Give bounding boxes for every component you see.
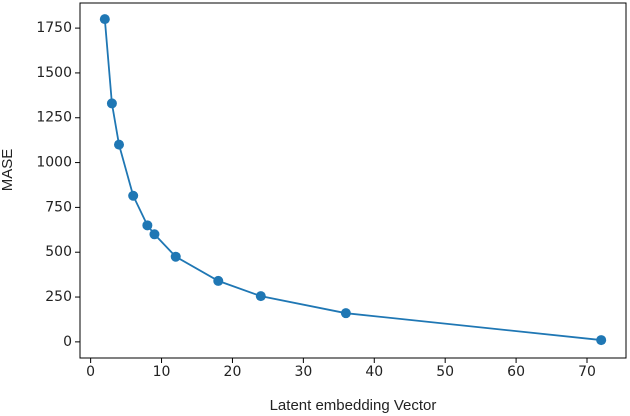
marker (142, 220, 153, 231)
marker (213, 275, 224, 286)
marker (340, 308, 351, 319)
x-axis-label: Latent embedding Vector (270, 397, 437, 414)
y-axis-label: MASE (0, 149, 16, 192)
y-tick-label: 1000 (36, 155, 72, 171)
line (103, 19, 602, 341)
plot-frame (79, 2, 627, 359)
y-tick-label: 0 (63, 334, 72, 350)
x-tick-label: 50 (436, 364, 454, 380)
y-tick-label: 750 (45, 199, 72, 215)
marker (114, 139, 124, 150)
y-tick-label: 1500 (36, 65, 72, 81)
y-tick-label: 250 (45, 289, 72, 305)
marker (170, 251, 181, 262)
marker (128, 190, 139, 201)
y-tick-label: 1750 (36, 20, 72, 36)
x-tick-label: 0 (86, 364, 95, 380)
x-tick-label: 70 (578, 364, 596, 380)
marker (106, 98, 117, 109)
y-tick-label: 500 (45, 244, 72, 260)
marker (149, 229, 160, 240)
x-tick-label: 40 (365, 364, 383, 380)
x-tick-label: 10 (153, 364, 171, 380)
marker (255, 291, 266, 302)
marker (99, 14, 110, 25)
x-tick-label: 60 (507, 364, 525, 380)
y-tick-label: 1250 (36, 110, 72, 126)
x-tick-label: 30 (294, 364, 312, 380)
marker (596, 335, 607, 346)
x-tick-label: 20 (224, 364, 242, 380)
